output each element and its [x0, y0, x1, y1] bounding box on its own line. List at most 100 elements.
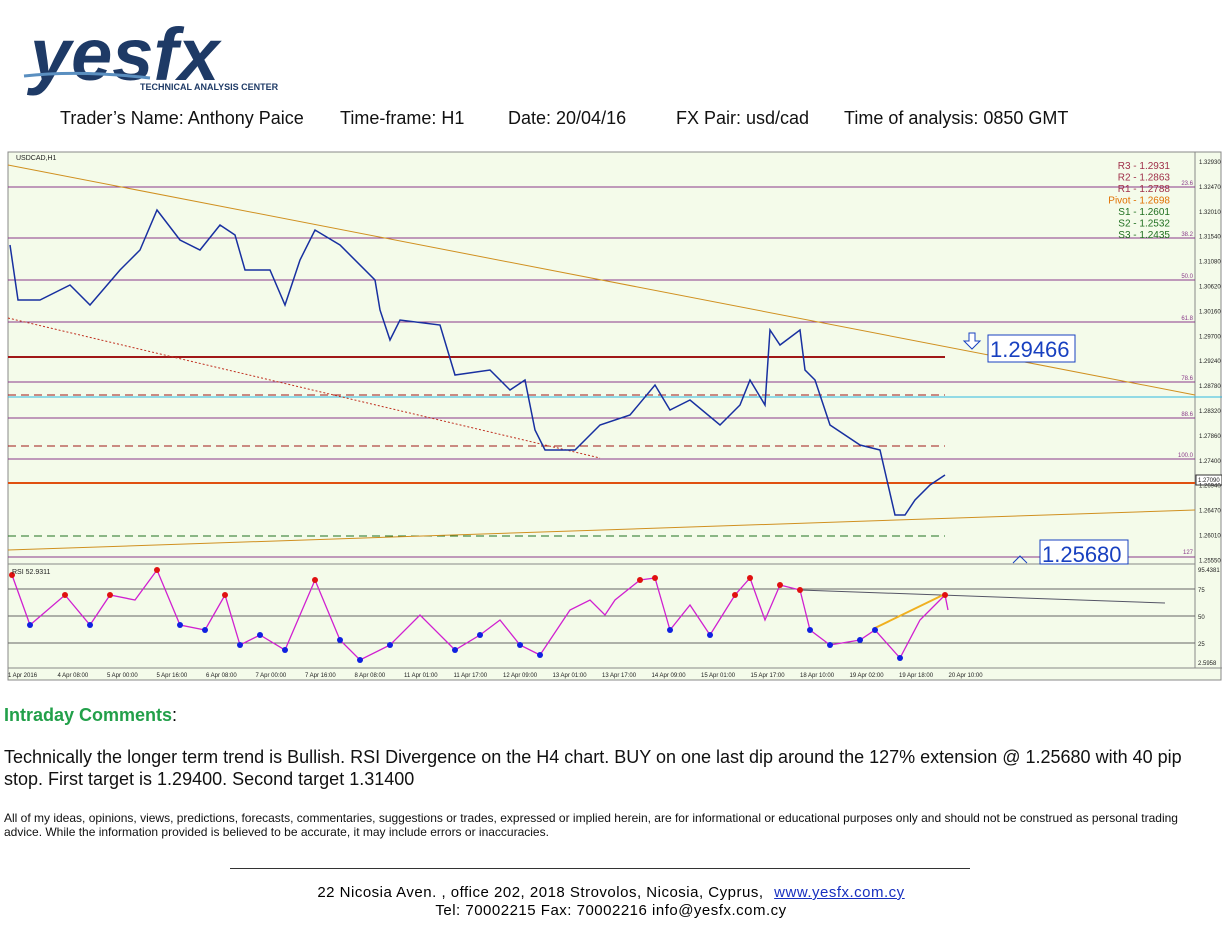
pivot-label: S2 - 1.2532: [1118, 219, 1170, 230]
rsi-label: RSI 52.9311: [12, 569, 51, 576]
rsi-trough: [707, 632, 713, 638]
price-label: 1.26940: [1199, 484, 1221, 490]
heading: Intraday Comments: [4, 705, 173, 725]
rsi-axis-label: 75: [1198, 588, 1205, 594]
time-label: 5 Apr 00:00: [107, 673, 138, 679]
rsi-peak: [637, 577, 643, 583]
target-label: 1.29466: [990, 337, 1070, 362]
rsi-trough: [807, 627, 813, 633]
trader: Trader’s Name: Anthony Paice: [60, 108, 304, 128]
price-label: 1.30620: [1199, 285, 1221, 291]
time-label: 13 Apr 17:00: [602, 673, 637, 679]
rsi-trough: [872, 627, 878, 633]
rsi-trough: [517, 642, 523, 648]
time-label: 13 Apr 01:00: [553, 673, 588, 679]
fib-label: 38.2: [1181, 232, 1193, 238]
rsi-trough: [27, 622, 33, 628]
time-label: 20 Apr 10:00: [949, 673, 984, 679]
time-label: 7 Apr 16:00: [305, 673, 336, 679]
time-label: 19 Apr 02:00: [850, 673, 885, 679]
current-price: 1.27090: [1198, 478, 1220, 484]
price-label: 1.31540: [1199, 235, 1221, 241]
time-label: 11 Apr 01:00: [404, 673, 438, 679]
fib-label: 88.6: [1181, 412, 1193, 418]
rsi-trough: [87, 622, 93, 628]
fib-label: 100.0: [1178, 453, 1194, 459]
rsi-peak: [107, 592, 113, 598]
price-label: 1.29700: [1199, 334, 1221, 340]
footer: 22 Nicosia Aven. , office 202, 2018 Stro…: [0, 884, 1222, 920]
price-label: 1.26470: [1199, 509, 1221, 515]
rsi-peak: [154, 567, 160, 573]
logo-name: yesfx: [26, 13, 222, 96]
rsi-peak: [747, 575, 753, 581]
pair: FX Pair: usd/cad: [676, 108, 810, 128]
rsi-trough: [857, 637, 863, 643]
price-label: 1.30160: [1199, 309, 1221, 315]
comments-heading: Intraday Comments:: [4, 705, 177, 726]
rsi-axis-label: 2.5958: [1198, 661, 1217, 667]
time-label: 7 Apr 00:00: [256, 673, 287, 679]
price-label: 1.32010: [1199, 210, 1221, 216]
analysis-time: Time of analysis: 0850 GMT: [844, 108, 1069, 128]
time-label: 11 Apr 17:00: [454, 673, 488, 679]
colon: :: [172, 705, 178, 725]
symbol: USDCAD,H1: [16, 155, 57, 162]
price-label: 1.32470: [1199, 185, 1221, 191]
time-label: 12 Apr 09:00: [503, 673, 538, 679]
rsi-trough: [282, 647, 288, 653]
comments-body: Technically the longer term trend is Bul…: [4, 747, 1182, 789]
rsi-axis-label: 95.4381: [1198, 568, 1220, 574]
price-label: 1.28320: [1199, 409, 1221, 415]
rsi-peak: [777, 582, 783, 588]
fib-label: 127: [1183, 550, 1194, 556]
contact: Tel: 70002215 Fax: 70002216 info@yesfx.c…: [435, 902, 787, 919]
pivot-label: R2 - 1.2863: [1118, 173, 1171, 184]
rsi-peak: [9, 572, 15, 578]
pivot-label: Pivot - 1.2698: [1108, 196, 1170, 207]
rsi-peak: [312, 577, 318, 583]
time-label: 1 Apr 2016: [8, 673, 38, 679]
time-label: 5 Apr 16:00: [157, 673, 188, 679]
rsi-peak: [222, 592, 228, 598]
fib-label: 23.6: [1181, 181, 1193, 187]
entry-label: 1.25680: [1042, 542, 1122, 567]
rsi-peak: [652, 575, 658, 581]
price-label: 1.27860: [1199, 434, 1221, 440]
time-label: 4 Apr 08:00: [58, 673, 89, 679]
rsi-trough: [357, 657, 363, 663]
rsi-trough: [537, 652, 543, 658]
rsi-trough: [202, 627, 208, 633]
pivot-label: S3 - 1.2435: [1118, 230, 1170, 241]
rsi-trough: [387, 642, 393, 648]
pivot-label: R3 - 1.2931: [1118, 161, 1171, 172]
rsi-trough: [257, 632, 263, 638]
price-label: 1.25550: [1199, 558, 1221, 564]
price-label: 1.28780: [1199, 384, 1221, 390]
time-label: 18 Apr 10:00: [800, 673, 835, 679]
rsi-trough: [477, 632, 483, 638]
logo-tagline: TECHNICAL ANALYSIS CENTER: [140, 82, 279, 92]
rsi-peak: [732, 592, 738, 598]
rsi-trough: [827, 642, 833, 648]
pivot-label: R1 - 1.2788: [1118, 184, 1171, 195]
rsi-peak: [797, 587, 803, 593]
price-label: 1.27400: [1199, 459, 1221, 465]
price-label: 1.29240: [1199, 359, 1221, 365]
footer-rule: [230, 868, 970, 869]
timeframe: Time-frame: H1: [340, 108, 465, 128]
rsi-trough: [177, 622, 183, 628]
rsi-peak: [942, 592, 948, 598]
rsi-peak: [62, 592, 68, 598]
logo: yesfx TECHNICAL ANALYSIS CENTER: [23, 13, 279, 96]
price-label: 1.32930: [1199, 160, 1221, 166]
rsi-trough: [237, 642, 243, 648]
rsi-axis-label: 50: [1198, 615, 1205, 621]
rsi-axis-label: 25: [1198, 642, 1205, 648]
time-label: 15 Apr 17:00: [751, 673, 786, 679]
rsi-trough: [452, 647, 458, 653]
website-link[interactable]: www.yesfx.com.cy: [774, 884, 905, 901]
rsi-trough: [667, 627, 673, 633]
